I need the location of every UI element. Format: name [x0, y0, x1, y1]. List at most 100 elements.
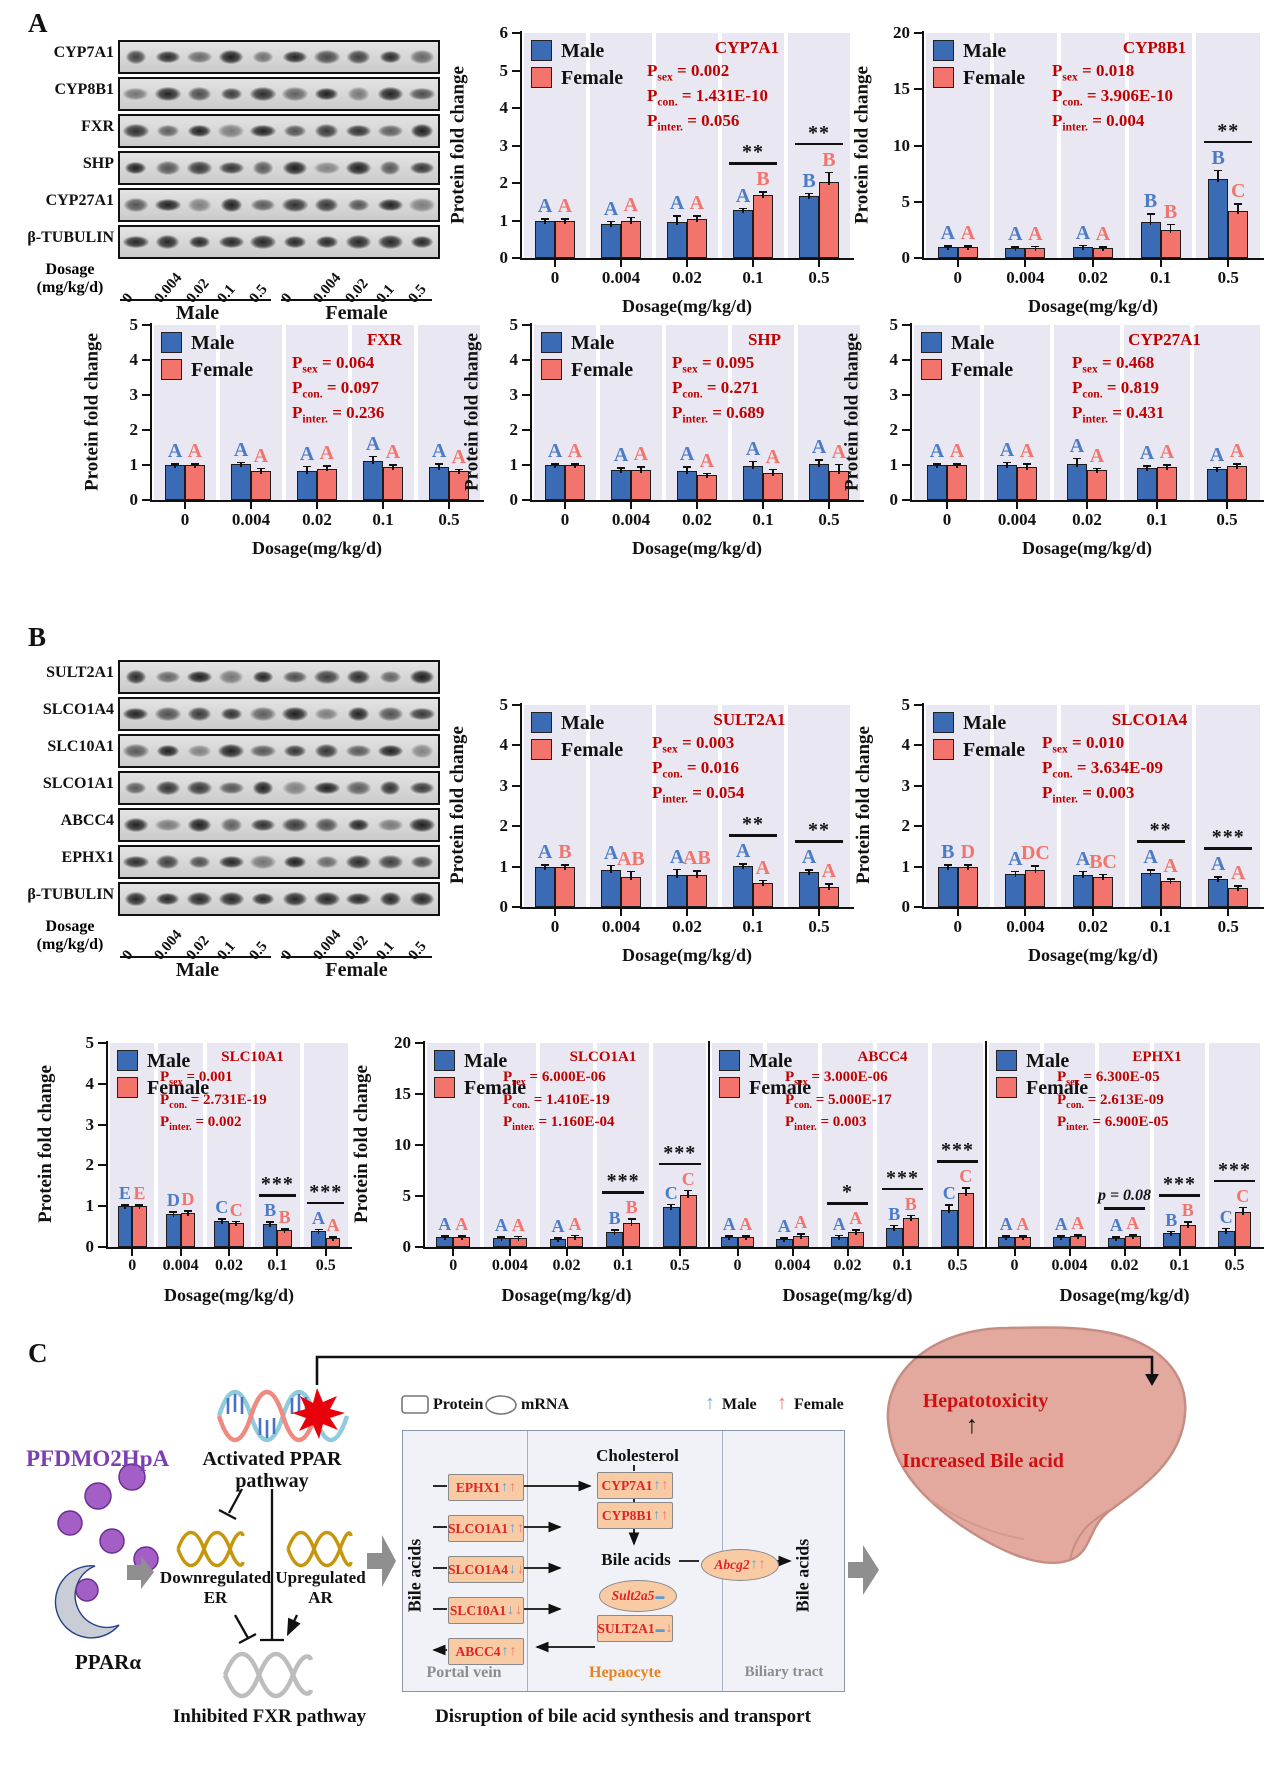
blot-band — [156, 235, 180, 249]
y-tick-label: 2 — [499, 173, 509, 192]
x-tick — [946, 502, 948, 509]
bar-male — [262, 1224, 278, 1247]
sig-letter-female: A — [568, 1213, 582, 1234]
bar-male — [677, 470, 697, 500]
x-axis-title: Dosage(mg/kg/d) — [782, 1285, 913, 1305]
blot-band — [313, 162, 340, 174]
error-cap — [1112, 1236, 1121, 1238]
sig-stars: *** — [260, 1173, 294, 1196]
sig-letter-female: B — [558, 841, 572, 864]
cholesterol-label: Cholesterol — [596, 1446, 679, 1465]
y-tick-label: 6 — [499, 23, 509, 42]
y-tick-label: 2 — [85, 1155, 95, 1175]
sig-letter-male: A — [431, 439, 447, 462]
blot-band — [345, 124, 372, 138]
sig-letter-male: A — [832, 1213, 846, 1234]
y-tick-label: 1 — [129, 455, 139, 474]
compound-label: PFDMO2HpA — [26, 1446, 170, 1471]
y-axis-title: Protein fold change — [841, 332, 862, 491]
blot-row — [118, 114, 440, 148]
bar-male — [997, 465, 1017, 500]
x-tick-label: 0.5 — [315, 1257, 336, 1274]
y-tick — [415, 1195, 423, 1197]
blot-band — [314, 198, 339, 212]
blot-band — [314, 818, 339, 832]
bar-female — [1160, 229, 1181, 258]
sig-letter-male: A — [999, 1214, 1013, 1235]
blot-band — [379, 892, 401, 906]
legend-label: Female — [191, 359, 254, 381]
error-cap — [266, 1221, 275, 1223]
error-cap — [1234, 203, 1243, 205]
error-cap — [834, 463, 843, 466]
x-tick-label: 0.02 — [1072, 510, 1102, 529]
sig-letter-male: A — [1075, 221, 1091, 244]
sig-letter-female: C — [959, 1166, 973, 1187]
error-bar — [1026, 463, 1028, 471]
error-cap — [626, 870, 635, 873]
legend-male-label: Male — [722, 1396, 757, 1413]
flow-arrows — [127, 1535, 879, 1595]
error-cap — [1214, 169, 1223, 172]
blot-band — [125, 781, 147, 795]
error-cap — [906, 1214, 915, 1217]
y-tick-label: 1 — [499, 210, 509, 230]
sig-stars: ** — [742, 813, 764, 836]
error-bar — [1082, 245, 1084, 251]
female-up-arrow-icon: ↑ — [777, 1392, 787, 1414]
x-tick — [1156, 502, 1158, 509]
blot-row — [118, 845, 440, 879]
error-cap — [725, 1235, 734, 1237]
y-tick-label: 4 — [509, 350, 519, 369]
blot-row-label: SLCO1A1 — [42, 775, 114, 792]
y-axis-title: Protein fold change — [351, 1065, 372, 1223]
sig-letter-male: A — [1069, 434, 1085, 457]
error-bar — [1237, 885, 1239, 892]
plot-bg — [722, 705, 784, 907]
blot-band — [220, 818, 242, 832]
error-cap — [943, 864, 952, 866]
stats-block: SULT2A1 Psex = 0.003 Pcon. = 0.016 Pinter. … — [652, 710, 786, 805]
bar-female — [565, 465, 585, 500]
legend-label: Male — [561, 712, 605, 734]
error-bar — [728, 1236, 731, 1240]
y-tick — [914, 825, 922, 828]
sig-line — [1214, 1179, 1255, 1183]
bar-female — [697, 475, 717, 500]
error-cap — [454, 468, 463, 471]
x-axis-line — [708, 1247, 987, 1249]
plot-bg — [1154, 1043, 1205, 1247]
blot-row — [118, 734, 440, 768]
sig-letter-male: A — [613, 444, 629, 467]
sig-letter-female: DC — [1020, 842, 1050, 865]
sig-letter-male: A — [537, 841, 553, 864]
x-tick — [828, 502, 830, 509]
error-bar — [306, 466, 308, 474]
legend-swatch-male — [161, 332, 182, 353]
sig-line — [827, 1202, 868, 1205]
error-cap — [1146, 869, 1155, 871]
sig-line — [658, 1162, 701, 1166]
bar-female — [317, 468, 337, 500]
y-tick-label: 5 — [129, 315, 139, 334]
x-tick-label: 0.004 — [491, 1257, 528, 1274]
x-axis-line — [423, 1247, 710, 1249]
y-axis-line — [922, 31, 924, 260]
sig-line — [795, 840, 843, 843]
sig-letter-male: B — [608, 1208, 621, 1229]
bar-female — [1228, 210, 1249, 258]
x-axis-title: Dosage(mg/kg/d) — [1028, 296, 1158, 316]
activated-dna-icon — [216, 1388, 350, 1442]
blot-band — [125, 892, 147, 906]
legend-label: Female — [963, 67, 1026, 89]
error-bar — [762, 192, 764, 198]
legend-label: Female — [464, 1077, 527, 1099]
blot-row-label: β-TUBULIN — [27, 229, 114, 246]
error-cap — [692, 215, 701, 217]
legend-swatch-female — [531, 739, 552, 760]
y-tick — [522, 499, 530, 501]
blot-band — [282, 781, 307, 795]
y-tick-label: 3 — [901, 775, 911, 795]
bar-male — [297, 470, 317, 500]
x-axis-title: Dosage(mg/kg/d) — [1022, 538, 1152, 558]
